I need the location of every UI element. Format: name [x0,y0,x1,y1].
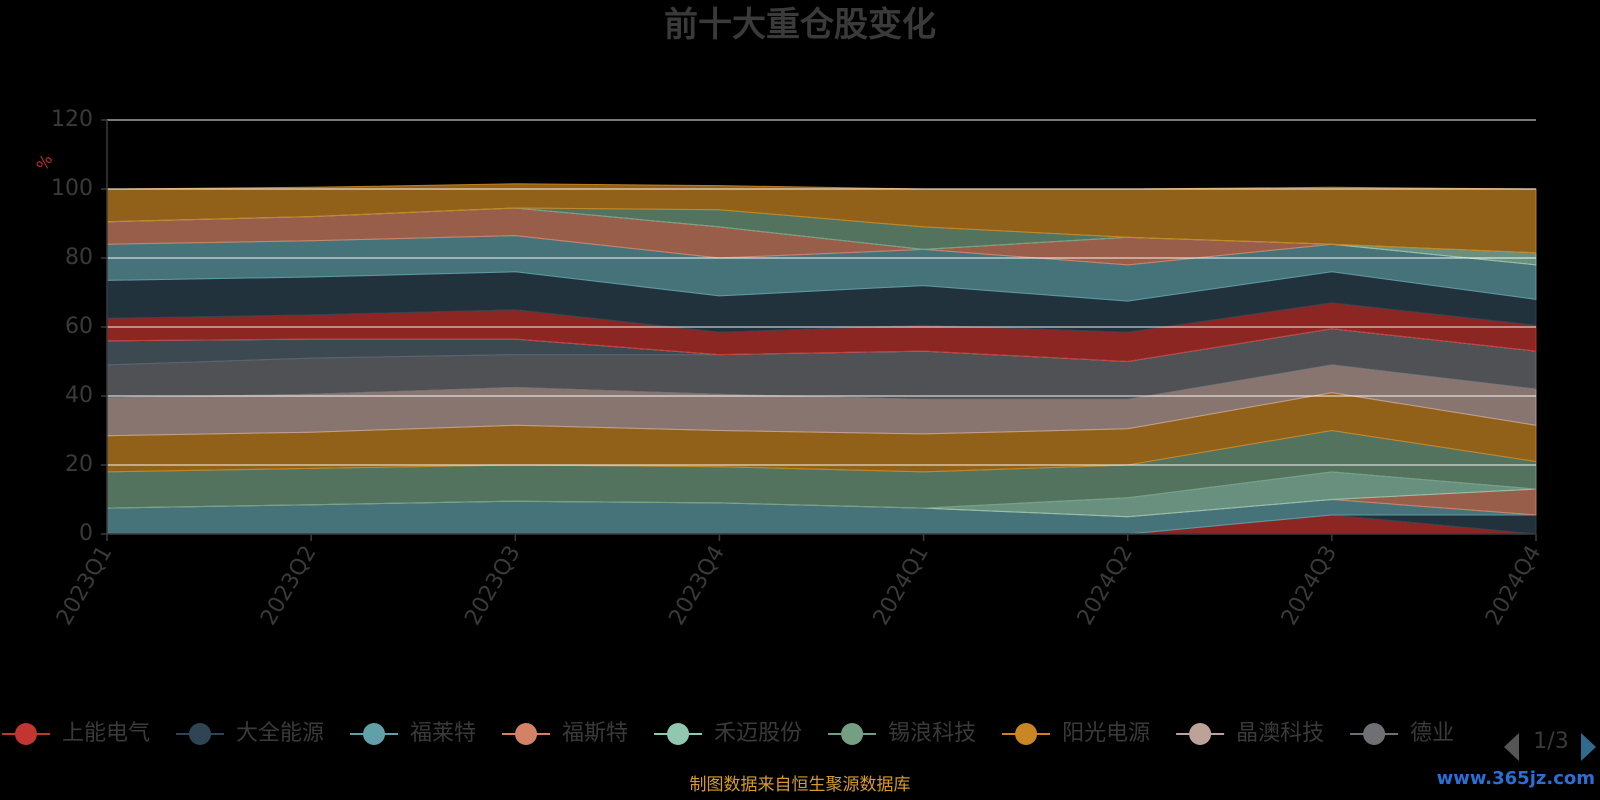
y-tick-label: 60 [65,314,93,339]
x-tick-label: 2023Q3 [460,542,525,630]
legend-label: 晶澳科技 [1236,721,1324,746]
data-source-note: 制图数据来自恒生聚源数据库 [690,775,911,795]
legend-marker-icon [363,723,386,745]
x-tick-label: 2023Q1 [52,542,117,630]
legend-marker-icon [667,723,690,745]
legend-label: 福莱特 [410,721,476,746]
legend-marker-icon [515,723,538,745]
legend-item-1[interactable]: 大全能源 [176,721,324,746]
gridlines [107,119,1536,466]
legend: 上能电气 大全能源 福莱特 福斯特 禾迈股份 锡浪科技 阳光电源 晶澳科技 德业 [2,721,1454,746]
x-tick-label: 2023Q4 [665,542,730,630]
legend-item-7[interactable]: 晶澳科技 [1176,721,1324,746]
y-tick-label: 80 [65,245,93,270]
y-tick-label: 20 [65,452,93,477]
legend-item-5[interactable]: 锡浪科技 [828,721,976,746]
legend-item-2[interactable]: 福莱特 [350,721,476,746]
x-axis-ticks: 2023Q1 2023Q2 2023Q3 2023Q4 2024Q1 2024Q2 2024… [52,534,1546,630]
y-axis-ticks: 0 20 40 60 80 100 120 [51,107,107,546]
x-tick-label: 2024Q3 [1277,542,1342,630]
watermark: www.365jz.com [1437,768,1595,789]
x-tick-label: 2024Q2 [1073,542,1138,630]
legend-marker-icon [1189,723,1212,745]
legend-label: 阳光电源 [1062,721,1150,746]
legend-label: 德业 [1410,721,1454,746]
legend-pager: 1/3 [1504,729,1596,761]
x-tick-label: 2024Q4 [1481,542,1546,630]
legend-item-4[interactable]: 禾迈股份 [654,721,802,746]
y-tick-label: 40 [65,383,93,408]
legend-item-6[interactable]: 阳光电源 [1002,721,1150,746]
legend-item-0[interactable]: 上能电气 [2,721,150,746]
x-tick-label: 2023Q2 [256,542,321,630]
chart-title: 前十大重仓股变化 [664,5,936,45]
legend-prev-icon[interactable] [1504,733,1519,761]
y-tick-label: 0 [79,521,93,546]
area-series-group [106,183,1537,535]
legend-page-label: 1/3 [1533,729,1568,754]
legend-label: 上能电气 [62,721,150,746]
legend-marker-icon [1363,723,1386,745]
legend-marker-icon [1015,723,1038,745]
x-tick-label: 2024Q1 [869,542,934,630]
y-tick-label: 120 [51,107,93,132]
legend-label: 禾迈股份 [714,721,802,746]
legend-marker-icon [841,723,864,745]
legend-label: 锡浪科技 [888,721,976,746]
legend-marker-icon [15,723,37,745]
area-series-17 [106,183,1537,254]
legend-label: 大全能源 [236,721,324,746]
legend-marker-icon [189,723,212,745]
legend-item-8[interactable]: 德业 [1350,721,1454,746]
legend-label: 福斯特 [562,721,628,746]
legend-next-icon[interactable] [1581,733,1596,761]
legend-item-3[interactable]: 福斯特 [502,721,628,746]
y-tick-label: 100 [51,176,93,201]
y-axis-unit: % [32,151,56,174]
